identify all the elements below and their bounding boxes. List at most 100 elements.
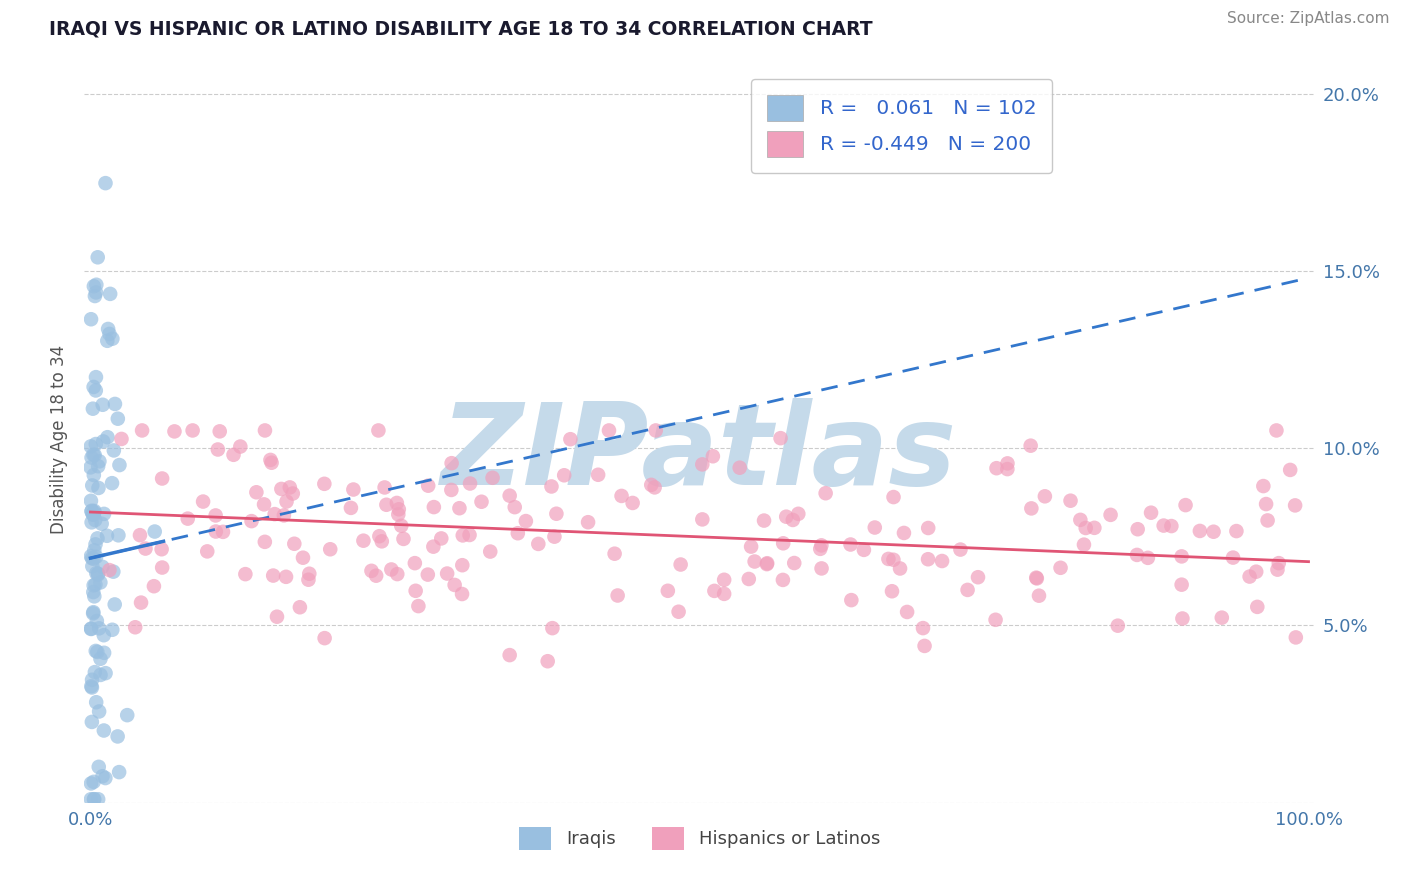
- Point: [458, 528, 481, 542]
- Point: [104, 397, 127, 411]
- Point: [83, 578, 105, 592]
- Point: [143, 524, 166, 539]
- Point: [262, 568, 284, 582]
- Point: [104, 598, 127, 612]
- Point: [150, 560, 173, 574]
- Point: [610, 489, 633, 503]
- Point: [470, 494, 492, 508]
- Point: [1069, 513, 1091, 527]
- Point: [91, 559, 114, 574]
- Point: [541, 621, 564, 635]
- Point: [87, 760, 110, 774]
- Point: [657, 583, 679, 598]
- Point: [98, 286, 121, 301]
- Point: [115, 708, 138, 723]
- Point: [314, 476, 336, 491]
- Point: [728, 460, 751, 475]
- Point: [380, 562, 402, 576]
- Point: [240, 514, 263, 528]
- Point: [808, 541, 831, 556]
- Point: [360, 564, 382, 578]
- Point: [911, 621, 934, 635]
- Point: [783, 556, 806, 570]
- Point: [388, 502, 411, 516]
- Point: [374, 480, 396, 494]
- Point: [91, 398, 114, 412]
- Point: [80, 551, 103, 566]
- Point: [129, 596, 152, 610]
- Point: [89, 454, 111, 468]
- Point: [553, 468, 575, 483]
- Point: [80, 622, 103, 636]
- Point: [893, 525, 915, 540]
- Point: [93, 646, 115, 660]
- Point: [84, 644, 107, 658]
- Point: [83, 505, 105, 519]
- Point: [1244, 565, 1267, 579]
- Point: [515, 514, 537, 528]
- Point: [1099, 508, 1122, 522]
- Point: [368, 529, 391, 543]
- Point: [451, 587, 474, 601]
- Point: [392, 532, 415, 546]
- Point: [481, 471, 503, 485]
- Point: [917, 521, 939, 535]
- Point: [995, 462, 1018, 476]
- Point: [108, 458, 131, 472]
- Point: [80, 549, 103, 563]
- Point: [80, 714, 103, 729]
- Point: [87, 459, 110, 474]
- Point: [84, 695, 107, 709]
- Point: [195, 544, 218, 558]
- Point: [603, 547, 626, 561]
- Point: [181, 424, 204, 438]
- Point: [692, 458, 714, 472]
- Point: [606, 589, 628, 603]
- Point: [1126, 548, 1149, 562]
- Text: ZIPatlas: ZIPatlas: [441, 399, 957, 509]
- Point: [405, 583, 427, 598]
- Point: [586, 467, 609, 482]
- Point: [87, 705, 110, 719]
- Point: [80, 504, 103, 518]
- Point: [1171, 611, 1194, 625]
- Point: [752, 514, 775, 528]
- Y-axis label: Disability Age 18 to 34: Disability Age 18 to 34: [51, 344, 69, 534]
- Point: [387, 508, 409, 522]
- Point: [229, 440, 252, 454]
- Point: [839, 537, 862, 551]
- Point: [142, 579, 165, 593]
- Point: [83, 665, 105, 679]
- Point: [83, 590, 105, 604]
- Point: [259, 453, 281, 467]
- Text: Source: ZipAtlas.com: Source: ZipAtlas.com: [1226, 11, 1389, 26]
- Point: [84, 285, 107, 300]
- Point: [1126, 522, 1149, 536]
- Point: [914, 639, 936, 653]
- Point: [1160, 519, 1182, 533]
- Point: [83, 468, 105, 483]
- Point: [506, 526, 529, 541]
- Point: [949, 542, 972, 557]
- Point: [713, 587, 735, 601]
- Point: [984, 613, 1007, 627]
- Point: [84, 370, 107, 384]
- Point: [82, 605, 104, 619]
- Point: [274, 570, 297, 584]
- Point: [1059, 493, 1081, 508]
- Point: [543, 530, 565, 544]
- Point: [82, 607, 104, 621]
- Point: [91, 769, 114, 783]
- Point: [80, 679, 103, 693]
- Point: [87, 621, 110, 635]
- Point: [82, 559, 104, 574]
- Point: [1267, 563, 1289, 577]
- Point: [1025, 571, 1047, 585]
- Point: [281, 486, 304, 500]
- Point: [83, 448, 105, 462]
- Point: [98, 563, 121, 577]
- Point: [83, 380, 105, 394]
- Point: [782, 513, 804, 527]
- Point: [82, 478, 104, 492]
- Point: [385, 496, 408, 510]
